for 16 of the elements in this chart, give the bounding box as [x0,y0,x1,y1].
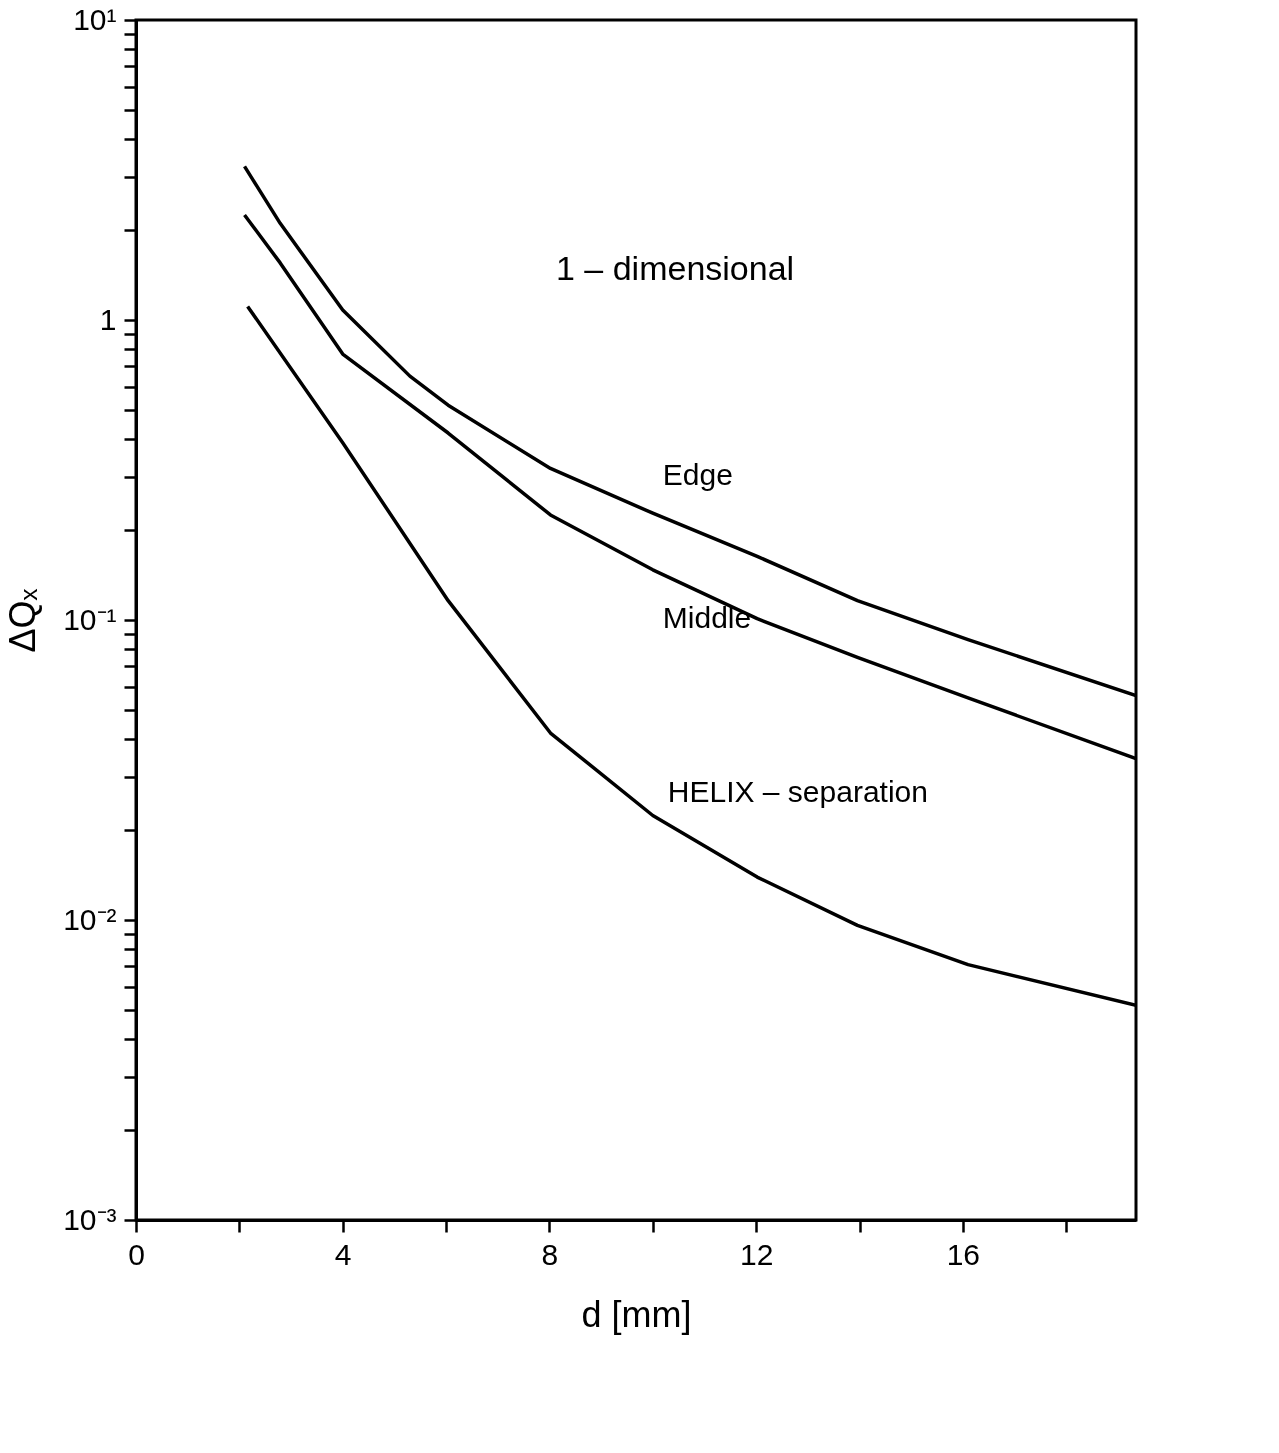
x-tick-label: 4 [334,1237,352,1271]
y-tick-label: 1 [99,302,117,336]
x-tick-label: 16 [946,1237,981,1271]
x-tick-label: 0 [128,1237,145,1271]
series-label: Middle [662,600,752,634]
x-axis-title: d [mm] [581,1293,692,1335]
y-tick-label: 10¹ [73,2,117,36]
series-label: HELIX – separation [667,774,928,808]
x-tick-label: 12 [739,1237,774,1271]
annotation: 1 – dimensional [556,249,795,287]
y-tick-label: 10⁻² [63,902,117,936]
y-axis-title: ΔQₓ [2,588,44,653]
y-tick-label: 10⁻³ [63,1202,117,1236]
series-label: Edge [662,458,733,492]
y-tick-label: 10⁻¹ [63,602,117,636]
x-tick-label: 8 [541,1237,559,1271]
